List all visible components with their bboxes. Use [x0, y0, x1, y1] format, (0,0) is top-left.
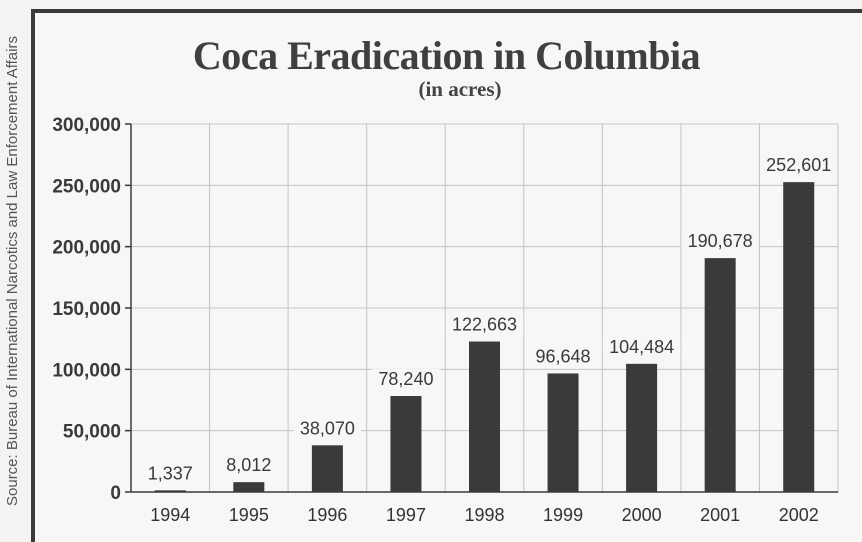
data-label-bg [372, 369, 440, 391]
data-label-bg [602, 336, 681, 358]
x-tick-label: 1996 [307, 505, 347, 525]
data-label-bg [141, 463, 199, 485]
bar-1999 [547, 373, 579, 492]
y-tick-label: 100,000 [52, 360, 121, 381]
data-label-bg [681, 231, 759, 253]
data-label-2000: 104,484 [609, 337, 674, 357]
x-tick-label: 2002 [779, 505, 819, 525]
x-axis-ticks: 1994 1995 1996 1997 1998 1999 2000 2001 2002 [150, 505, 818, 525]
y-tick-label: 150,000 [52, 299, 121, 320]
y-axis-ticks: 0 50,000 100,000 150,000 200,000 250,000 300,0… [52, 115, 131, 504]
data-label-bg [529, 346, 597, 368]
y-tick-label: 300,000 [52, 115, 121, 136]
data-label-bg [293, 418, 361, 440]
data-label-2002: 252,601 [766, 155, 831, 175]
x-tick-label: 2000 [622, 505, 662, 525]
data-label-bg [445, 314, 524, 336]
data-label-1997: 78,240 [378, 369, 433, 389]
y-tick-label: 200,000 [52, 238, 121, 259]
chart-subtitle: (in acres) [418, 77, 502, 101]
data-label-1995: 8,012 [226, 455, 271, 475]
bar-1997 [390, 396, 422, 492]
y-tick-label: 50,000 [63, 422, 121, 443]
x-tick-label: 2001 [700, 505, 740, 525]
x-tick-label: 1997 [386, 505, 426, 525]
x-tick-label: 1995 [229, 505, 269, 525]
data-label-1998: 122,663 [452, 315, 517, 335]
bar-2000 [626, 363, 658, 492]
bar-1996 [311, 445, 343, 492]
x-tick-label: 1994 [150, 505, 190, 525]
bars [154, 182, 815, 493]
data-label-2001: 190,678 [688, 231, 753, 251]
bar-1994 [154, 490, 186, 492]
y-tick-label: 250,000 [52, 176, 121, 197]
data-label-1999: 96,648 [536, 346, 591, 366]
data-label-bg [220, 455, 278, 477]
x-tick-label: 1999 [543, 505, 583, 525]
data-label-1996: 38,070 [300, 418, 355, 438]
data-labels: 1,337 8,012 38,070 78,240 122,663 96,648 104,4… [141, 155, 838, 485]
bar-2001 [704, 258, 736, 492]
bar-1995 [233, 482, 265, 492]
data-label-bg [760, 155, 838, 177]
x-tick-label: 1998 [464, 505, 504, 525]
bar-1998 [469, 341, 500, 492]
bar-2002 [783, 182, 815, 493]
chart-title: Coca Eradication in Columbia [192, 33, 701, 78]
y-tick-label: 0 [110, 483, 121, 504]
data-label-1994: 1,337 [148, 463, 193, 483]
